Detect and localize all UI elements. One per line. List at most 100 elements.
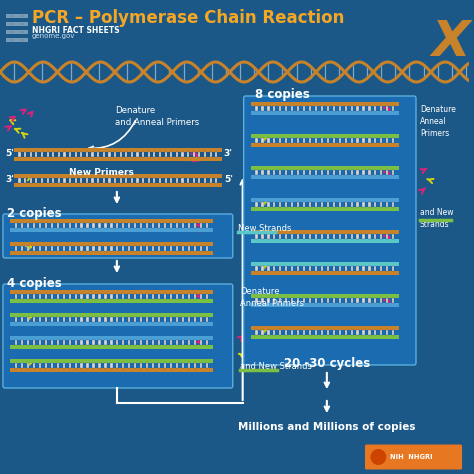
Bar (356, 298, 359, 303)
Bar (46, 178, 49, 183)
Bar (215, 178, 218, 183)
Text: PCR – Polymerase Chain Reaction: PCR – Polymerase Chain Reaction (32, 9, 344, 27)
Bar (251, 303, 399, 307)
Bar (10, 228, 213, 232)
Bar (386, 170, 388, 175)
Bar (187, 178, 189, 183)
Bar (56, 363, 59, 368)
Bar (251, 239, 399, 243)
Bar (170, 294, 172, 299)
Bar (176, 340, 178, 345)
Text: and New
Strands: and New Strands (420, 208, 454, 229)
Bar (86, 178, 88, 183)
Bar (297, 266, 299, 271)
Bar (392, 330, 394, 335)
Bar (128, 317, 130, 322)
Bar (291, 202, 293, 207)
Bar (80, 152, 82, 157)
Bar (350, 266, 353, 271)
Bar (104, 317, 107, 322)
Bar (315, 266, 317, 271)
Bar (52, 178, 55, 183)
Bar (6, 30, 28, 34)
Bar (146, 246, 148, 251)
Bar (142, 178, 144, 183)
Bar (146, 340, 148, 345)
Bar (261, 106, 264, 111)
Bar (10, 251, 213, 255)
Bar (170, 223, 172, 228)
Bar (182, 294, 184, 299)
Bar (297, 170, 299, 175)
Text: 3': 3' (5, 174, 14, 183)
Bar (315, 330, 317, 335)
Bar (10, 368, 213, 372)
Text: 5': 5' (224, 174, 233, 183)
Bar (146, 317, 148, 322)
Bar (6, 14, 28, 18)
Bar (374, 138, 376, 143)
Bar (194, 340, 196, 345)
Bar (10, 313, 213, 317)
Bar (200, 223, 202, 228)
Bar (86, 294, 89, 299)
Bar (267, 266, 270, 271)
Bar (386, 234, 388, 239)
Bar (41, 178, 43, 183)
Bar (356, 266, 359, 271)
Bar (206, 294, 208, 299)
Bar (27, 294, 29, 299)
Bar (164, 340, 166, 345)
Bar (345, 298, 347, 303)
Bar (327, 266, 329, 271)
Bar (380, 298, 383, 303)
Bar (285, 138, 287, 143)
Bar (321, 266, 323, 271)
Bar (91, 178, 94, 183)
Bar (56, 340, 59, 345)
Bar (368, 298, 371, 303)
Bar (374, 234, 376, 239)
Bar (56, 294, 59, 299)
Bar (206, 340, 208, 345)
Bar (176, 223, 178, 228)
Bar (345, 106, 347, 111)
Bar (33, 223, 35, 228)
Bar (204, 152, 206, 157)
Bar (345, 170, 347, 175)
Bar (187, 152, 189, 157)
Bar (74, 317, 77, 322)
Bar (309, 202, 311, 207)
Bar (122, 246, 125, 251)
Bar (99, 294, 100, 299)
Bar (10, 359, 213, 363)
Bar (251, 326, 399, 330)
Bar (321, 330, 323, 335)
Bar (297, 330, 299, 335)
Bar (15, 340, 17, 345)
Bar (74, 178, 77, 183)
Bar (176, 317, 178, 322)
Bar (315, 170, 317, 175)
Bar (188, 246, 190, 251)
Bar (164, 152, 167, 157)
Bar (192, 152, 195, 157)
Bar (122, 317, 125, 322)
Bar (261, 234, 264, 239)
Bar (315, 202, 317, 207)
Bar (52, 152, 55, 157)
Bar (10, 345, 213, 349)
Bar (27, 246, 29, 251)
Bar (303, 266, 305, 271)
Bar (15, 363, 17, 368)
Bar (125, 178, 128, 183)
Bar (81, 294, 82, 299)
Bar (267, 202, 270, 207)
Bar (279, 106, 282, 111)
Bar (363, 234, 365, 239)
Bar (380, 330, 383, 335)
Bar (6, 22, 28, 26)
Bar (368, 330, 371, 335)
FancyBboxPatch shape (365, 445, 462, 470)
Bar (46, 152, 49, 157)
